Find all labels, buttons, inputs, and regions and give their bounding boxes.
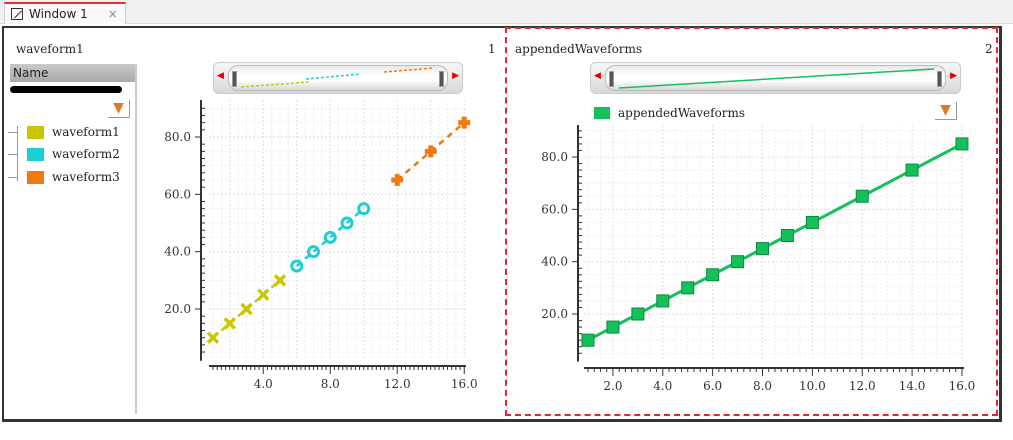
data-point (905, 163, 919, 177)
legend-scrollbar[interactable] (10, 86, 122, 93)
x-tick-label: 4.0 (653, 379, 672, 393)
data-point (581, 333, 595, 347)
x-tick-label: 16.0 (451, 377, 478, 391)
data-point (223, 317, 236, 330)
data-point (955, 137, 969, 151)
data-point (273, 274, 287, 287)
left-handle[interactable] (232, 71, 237, 87)
y-tick-label: 20.0 (541, 307, 568, 321)
scroll-right-icon[interactable]: ▶ (950, 71, 957, 81)
y-tick-label: 80.0 (541, 150, 568, 164)
data-point (424, 145, 437, 158)
legend-label: waveform3 (52, 170, 120, 184)
data-point (458, 116, 471, 129)
legend-item-waveform3[interactable]: waveform3 (8, 170, 120, 184)
filter-icon[interactable]: ▼ (935, 102, 957, 120)
data-point (805, 215, 819, 229)
right-handle[interactable] (937, 71, 942, 87)
legend-tree-line (17, 126, 18, 181)
range-navigator-2[interactable]: ◀ ▶ (590, 62, 961, 94)
data-point (257, 288, 270, 301)
panel1-title: waveform1 (16, 42, 84, 56)
legend-label: appendedWaveforms (618, 106, 746, 120)
swatch-icon (27, 125, 44, 139)
data-point (240, 302, 253, 316)
y-tick-label: 40.0 (164, 245, 191, 259)
panel1-index: 1 (488, 42, 496, 56)
close-icon[interactable]: × (107, 7, 118, 21)
data-point (731, 255, 745, 269)
x-tick-label: 2.0 (603, 379, 622, 393)
tab-window-1[interactable]: Window 1 × (4, 2, 126, 24)
right-handle[interactable] (439, 71, 444, 87)
legend-panel: Name (10, 64, 137, 414)
scroll-right-icon[interactable]: ▶ (452, 71, 459, 81)
x-tick-label: 4.0 (254, 377, 273, 391)
x-tick-label: 16.0 (949, 379, 976, 393)
scroll-left-icon[interactable]: ◀ (217, 71, 224, 81)
data-point (290, 259, 304, 273)
swatch-icon (27, 147, 44, 161)
y-tick-label: 60.0 (541, 202, 568, 216)
data-point (656, 294, 670, 308)
tab-title: Window 1 (29, 7, 88, 21)
legend-header[interactable]: Name (10, 64, 135, 82)
data-point (631, 307, 645, 321)
x-tick-label: 14.0 (899, 379, 926, 393)
filter-icon[interactable]: ▼ (108, 100, 130, 118)
y-tick-label: 80.0 (164, 130, 191, 144)
data-point (340, 216, 354, 230)
y-tick-label: 40.0 (541, 255, 568, 269)
data-point (780, 229, 794, 243)
x-tick-label: 6.0 (703, 379, 722, 393)
swatch-icon (594, 107, 610, 119)
navigator-preview (240, 67, 435, 88)
x-tick-label: 8.0 (753, 379, 772, 393)
data-point (606, 320, 620, 334)
scroll-left-icon[interactable]: ◀ (594, 71, 601, 81)
window-icon (11, 8, 23, 20)
x-tick-label: 12.0 (849, 379, 876, 393)
data-point (357, 202, 371, 216)
panel2-title: appendedWaveforms (515, 42, 643, 56)
y-tick-label: 20.0 (164, 302, 191, 316)
x-tick-label: 8.0 (321, 377, 340, 391)
data-point (391, 174, 404, 187)
data-point (706, 268, 720, 282)
panel2-index: 2 (985, 42, 993, 56)
range-navigator-1[interactable]: ◀ ▶ (213, 62, 463, 94)
left-handle[interactable] (609, 71, 614, 87)
y-tick-label: 60.0 (164, 187, 191, 201)
data-point (206, 331, 220, 344)
legend-item-waveform2[interactable]: waveform2 (8, 147, 120, 161)
x-tick-label: 12.0 (384, 377, 411, 391)
data-point (323, 230, 337, 244)
legend-item-waveform1[interactable]: waveform1 (8, 125, 120, 139)
data-point (855, 189, 869, 203)
selected-panel-border (505, 27, 998, 416)
legend-item-appended[interactable]: appendedWaveforms (594, 106, 745, 120)
navigator-preview (618, 68, 935, 89)
data-point (307, 245, 320, 259)
data-point (681, 281, 695, 295)
data-point (756, 242, 770, 256)
swatch-icon (27, 170, 44, 184)
series-line-waveform2 (295, 207, 365, 267)
legend-label: waveform1 (52, 125, 120, 139)
legend-label: waveform2 (52, 147, 120, 161)
x-tick-label: 10.0 (799, 379, 826, 393)
tab-bar: Window 1 × (0, 0, 1013, 24)
